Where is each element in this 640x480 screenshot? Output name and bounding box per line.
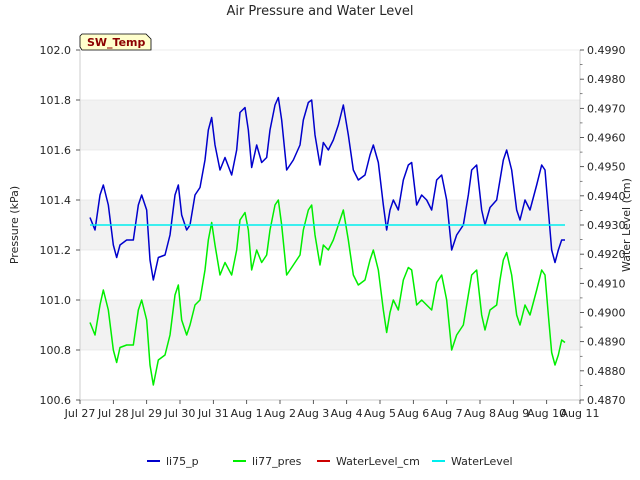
chart-title: Air Pressure and Water Level (226, 4, 413, 19)
badge-box (79, 33, 152, 51)
y-tick-label: 101.8 (40, 94, 72, 107)
y2-tick-label: 0.4930 (587, 219, 626, 232)
x-tick-label: Jul 31 (197, 407, 229, 420)
y-tick-label: 101.4 (40, 194, 72, 207)
x-tick-label: Jul 27 (64, 407, 96, 420)
x-tick-label: Aug 3 (297, 407, 329, 420)
x-tick-label: Aug 11 (561, 407, 600, 420)
badge: SW_Temp (79, 33, 152, 51)
x-tick-label: Aug 6 (397, 407, 429, 420)
ticks-layer: Jul 27 Jul 28 Jul 29 Jul 30 Jul 31 Aug 1 Aug 2… (40, 44, 626, 420)
y2-tick-label: 0.4980 (587, 73, 626, 86)
y-tick-label: 100.8 (40, 344, 72, 357)
x-tick-label: Aug 1 (231, 407, 263, 420)
grid-band (80, 100, 580, 150)
series-line-li75-p (89, 96, 565, 281)
y-tick-label: 101.0 (40, 294, 72, 307)
x-tick-label: Aug 7 (431, 407, 463, 420)
y2-tick-label: 0.4960 (587, 132, 626, 145)
badge-label: SW_Temp (87, 36, 146, 49)
x-tick-label: Aug 10 (527, 407, 566, 420)
x-tick-label: Jul 29 (130, 407, 162, 420)
y2-tick-label: 0.4940 (587, 190, 626, 203)
y-tick-label: 100.6 (40, 394, 72, 407)
x-tick-label: Jul 30 (164, 407, 196, 420)
y-tick-label: 102.0 (40, 44, 72, 57)
series-layer (89, 96, 566, 386)
y-tick-label: 101.2 (40, 244, 72, 257)
legend-label-waterlevel: WaterLevel (451, 455, 513, 468)
y2-tick-label: 0.4990 (587, 44, 626, 57)
x-tick-label: Jul 28 (97, 407, 129, 420)
x-tick-label: Aug 8 (464, 407, 496, 420)
grid-band (80, 300, 580, 350)
y2-tick-label: 0.4950 (587, 161, 626, 174)
x-tick-label: Aug 5 (364, 407, 396, 420)
y2-tick-label: 0.4970 (587, 102, 626, 115)
y2-tick-label: 0.4920 (587, 248, 626, 261)
y2-tick-label: 0.4880 (587, 365, 626, 378)
y2-tick-label: 0.4870 (587, 394, 626, 407)
legend-label-li77-pres: li77_pres (252, 455, 302, 468)
legend: li75_p li77_pres WaterLevel_cm WaterLevel (147, 455, 513, 468)
x-tick-label: Aug 2 (264, 407, 296, 420)
legend-label-li75-p: li75_p (166, 455, 199, 468)
y-axis-title: Pressure (kPa) (8, 186, 21, 264)
x-tick-label: Aug 4 (331, 407, 363, 420)
y2-axis-title: Water Level (cm) (620, 178, 633, 272)
series-line-li77-pres (89, 199, 566, 386)
y2-tick-label: 0.4900 (587, 307, 626, 320)
y2-tick-label: 0.4910 (587, 277, 626, 290)
x-tick-label: Aug 9 (497, 407, 529, 420)
legend-label-waterlevel-cm: WaterLevel_cm (336, 455, 420, 468)
y-tick-label: 101.6 (40, 144, 72, 157)
y2-tick-label: 0.4890 (587, 336, 626, 349)
